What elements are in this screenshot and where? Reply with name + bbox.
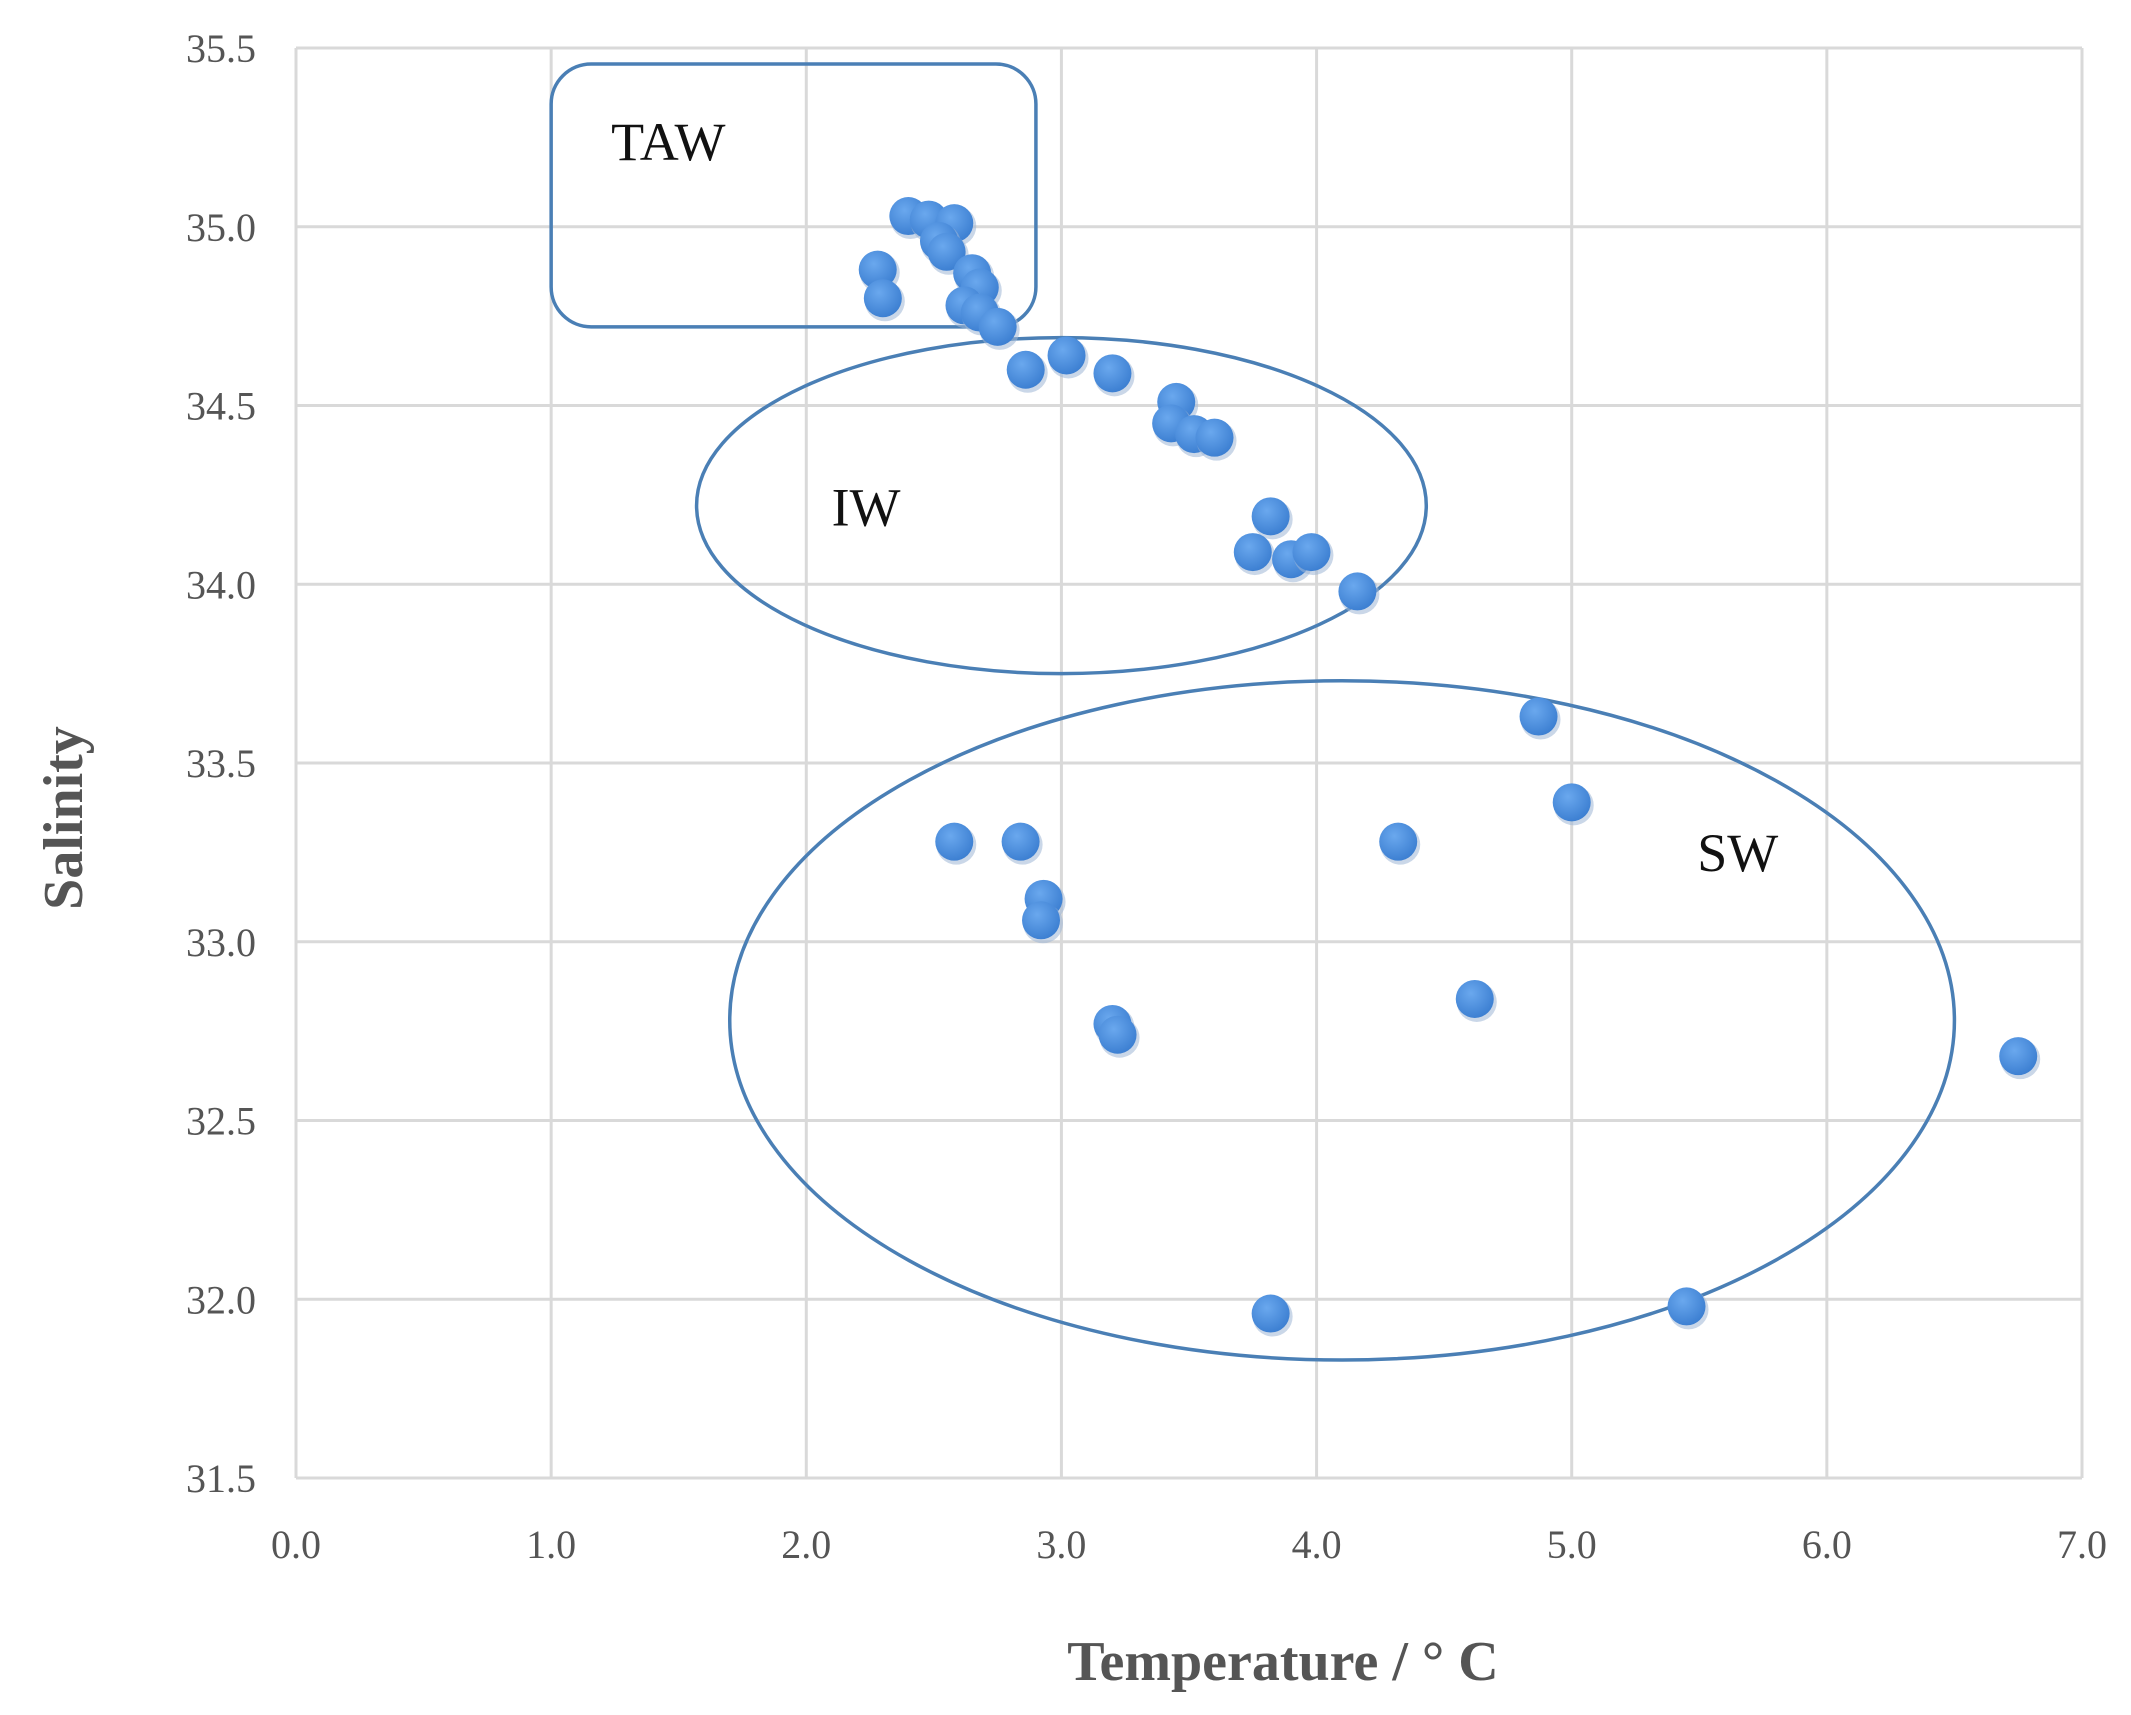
region-label-sw: SW <box>1697 823 1778 883</box>
data-point <box>1195 418 1234 457</box>
x-tick-label: 4.0 <box>1292 1522 1342 1567</box>
x-tick-label: 1.0 <box>526 1522 576 1567</box>
y-tick-label: 34.5 <box>186 384 256 429</box>
data-point <box>1098 1015 1137 1054</box>
y-tick-label: 35.0 <box>186 205 256 250</box>
x-axis-title: Temperature / ° C <box>1067 1631 1498 1693</box>
data-point <box>1338 572 1377 611</box>
data-points <box>858 197 2041 1337</box>
data-point <box>978 307 1017 346</box>
y-axis-title: Salinity <box>33 726 95 910</box>
y-tick-label: 33.0 <box>186 920 256 965</box>
data-point <box>1047 336 1086 375</box>
region-label-taw: TAW <box>611 112 725 172</box>
data-point <box>858 250 897 289</box>
y-tick-label: 34.0 <box>186 562 256 607</box>
data-point <box>1251 497 1290 536</box>
data-point <box>863 279 902 318</box>
x-tick-label: 5.0 <box>1547 1522 1597 1567</box>
data-point <box>1519 697 1558 736</box>
y-tick-label: 31.5 <box>186 1456 256 1501</box>
x-tick-label: 6.0 <box>1802 1522 1852 1567</box>
data-point <box>1379 822 1418 861</box>
data-point <box>1006 350 1045 389</box>
data-point <box>1093 354 1132 393</box>
y-tick-label: 32.0 <box>186 1277 256 1322</box>
x-tick-label: 7.0 <box>2057 1522 2107 1567</box>
region-sw-outline <box>727 679 1957 1362</box>
data-point <box>927 232 966 271</box>
data-point <box>1999 1037 2038 1076</box>
data-point <box>1552 783 1591 822</box>
data-point <box>1455 979 1494 1018</box>
gridlines <box>294 46 2084 1480</box>
data-point <box>1292 533 1331 572</box>
y-tick-label: 33.5 <box>186 741 256 786</box>
data-point <box>1233 533 1272 572</box>
data-point <box>935 822 974 861</box>
y-tick-labels: 31.5 32.0 32.5 33.0 33.5 34.0 34.5 35.0 35.5 <box>186 26 256 1501</box>
data-point <box>1667 1287 1706 1326</box>
data-point <box>1001 822 1040 861</box>
y-tick-label: 35.5 <box>186 26 256 71</box>
x-tick-label: 3.0 <box>1036 1522 1086 1567</box>
x-tick-label: 0.0 <box>271 1522 321 1567</box>
region-label-iw: IW <box>832 478 901 538</box>
data-point <box>1022 901 1061 940</box>
data-point <box>1251 1294 1290 1333</box>
water-mass-regions <box>549 62 1957 1362</box>
region-taw-outline <box>549 62 1038 329</box>
region-labels: TAW IW SW <box>611 112 1778 883</box>
x-tick-labels: 0.0 1.0 2.0 3.0 4.0 5.0 6.0 7.0 <box>271 1522 2107 1567</box>
x-tick-label: 2.0 <box>781 1522 831 1567</box>
y-tick-label: 32.5 <box>186 1099 256 1144</box>
